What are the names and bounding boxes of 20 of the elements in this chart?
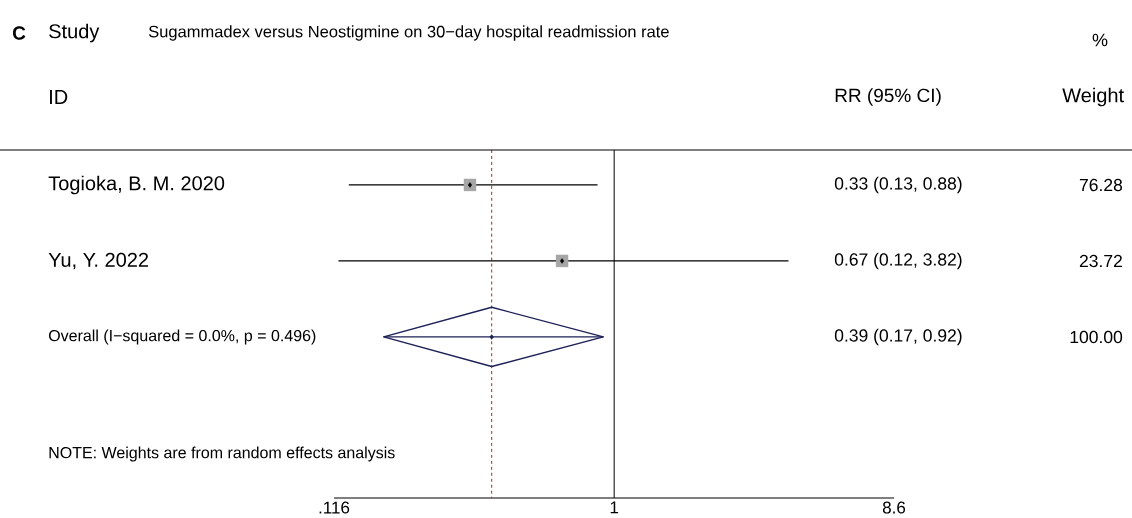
text: Weight <box>1062 87 1124 107</box>
x-tick-label: 8.6 <box>882 501 906 514</box>
text: % <box>1092 33 1108 47</box>
y-tick-label: Yu, Y. 2022 <box>48 252 149 270</box>
text: RR (95% CI) <box>835 88 941 106</box>
x-tick-label: 1 <box>610 501 619 514</box>
text: C <box>12 26 26 40</box>
text: 23.72 <box>1079 254 1122 268</box>
annotation: 0.33 (0.13, 0.88) <box>834 176 962 194</box>
annotation: 0.67 (0.12, 3.82) <box>834 252 962 270</box>
y-tick-label: Togioka, B. M. 2020 <box>48 175 225 195</box>
y-tick-label: Overall (I−squared = 0.0%, p = 0.496) <box>48 329 316 345</box>
annotation: 0.39 (0.17, 0.92) <box>834 328 962 346</box>
x-tick-label: .116 <box>319 501 350 514</box>
text: 100.00 <box>1070 330 1123 344</box>
text: Study <box>49 23 100 43</box>
chart-title: Sugammadex versus Neostigmine on 30−day hospital readmission rate <box>148 25 669 41</box>
text: 76.28 <box>1079 178 1123 192</box>
text: NOTE: Weights are from random effects analysis <box>49 446 395 462</box>
text: ID <box>50 90 68 104</box>
